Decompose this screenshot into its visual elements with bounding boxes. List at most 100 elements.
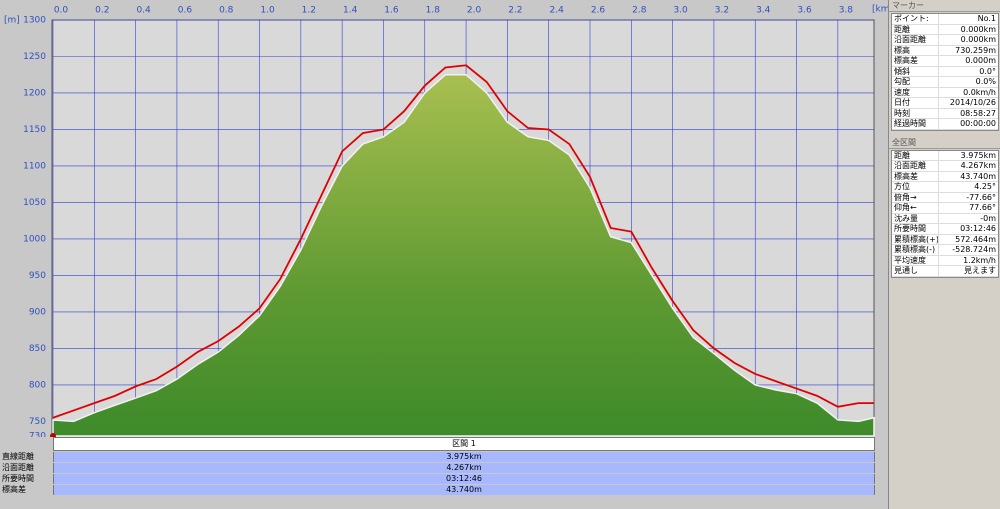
table-row: 直線距離 3.975km xyxy=(0,452,875,462)
table-header: 区間 1 xyxy=(53,437,875,451)
row-label: 累積標高(+) xyxy=(894,234,939,244)
row-label: 所要時間 xyxy=(892,224,939,234)
panel-row: 距離 3.975km xyxy=(892,150,998,161)
panel-row: 沿面距離 4.267km xyxy=(892,161,998,172)
y-tick-label: 1300 xyxy=(23,16,46,26)
row-label: 所要時間 xyxy=(2,474,34,483)
x-tick-label: 3.0 xyxy=(673,6,688,16)
row-value: 0.000km xyxy=(960,24,996,34)
y-tick-label: 730 xyxy=(29,432,46,438)
row-value: 43.740m xyxy=(960,171,996,181)
y-tick-label: 850 xyxy=(29,344,46,354)
x-tick-label: 0.2 xyxy=(95,6,109,16)
y-tick-label: 750 xyxy=(29,417,46,427)
panel-title: 全区間 xyxy=(889,136,1000,149)
x-tick-label: 2.8 xyxy=(632,6,647,16)
x-tick-label: 1.4 xyxy=(343,6,358,16)
row-value: 572.464m xyxy=(955,234,996,244)
panel-row: 標高差 0.000m xyxy=(892,56,998,67)
panel-rows: ポイント: No.1 距離 0.000km 沿面距離 0.000km 標高 730.259m 標… xyxy=(891,13,999,131)
panel-row: 見通し 見えます xyxy=(892,266,998,277)
panel-row: 所要時間 03:12:46 xyxy=(892,224,998,235)
table-row: 沿面距離 4.267km xyxy=(0,463,875,473)
y-tick-label: 1250 xyxy=(23,52,46,62)
row-value: 4.267km xyxy=(960,161,996,170)
start-marker xyxy=(50,433,56,437)
x-tick-label: 0.0 xyxy=(54,6,69,16)
panel-row: 勾配 0.0% xyxy=(892,77,998,88)
y-tick-label: 800 xyxy=(29,380,46,390)
x-unit: [km] xyxy=(872,5,888,15)
row-value: 0.000km xyxy=(960,35,996,44)
terrain-area xyxy=(52,73,875,437)
row-value: -528.724m xyxy=(952,245,996,254)
y-tick-label: 1050 xyxy=(23,198,46,208)
row-label: 仰角← xyxy=(892,203,939,213)
panel-row: 沿面距離 0.000km xyxy=(892,35,998,46)
row-label: 距離 xyxy=(892,24,939,34)
panel-row: 日付 2014/10/26 xyxy=(892,98,998,109)
y-tick-label: 900 xyxy=(29,307,46,317)
x-tick-label: 0.6 xyxy=(178,6,193,16)
row-value: 43.740m xyxy=(53,485,875,495)
y-tick-label: 1150 xyxy=(23,125,46,135)
y-tick-label: 950 xyxy=(29,271,46,281)
row-value: No.1 xyxy=(977,14,996,23)
row-value: 0.0km/h xyxy=(963,87,996,97)
panel-row: 沈み量 -0m xyxy=(892,213,998,224)
row-label: 直線距離 xyxy=(2,452,34,461)
panel-row: ポイント: No.1 xyxy=(892,14,998,25)
row-label: 経過時間 xyxy=(892,119,939,129)
panel-row: 俯角→ -77.66° xyxy=(892,192,998,203)
row-value: 0.0% xyxy=(975,77,996,86)
x-tick-label: 2.2 xyxy=(508,6,522,16)
section-table: 区間 1 直線距離 3.975km 沿面距離 4.267km 所要時間 03:12:46 標高… xyxy=(0,437,888,509)
x-tick-label: 1.8 xyxy=(426,6,441,16)
row-value: 77.66° xyxy=(969,203,996,212)
x-tick-label: 1.6 xyxy=(384,6,399,16)
y-tick-label: 1200 xyxy=(23,88,46,98)
row-value: 2014/10/26 xyxy=(949,98,996,107)
row-label: 標高 xyxy=(892,45,939,55)
route-line xyxy=(52,64,874,419)
y-tick-label: 1000 xyxy=(23,234,46,244)
row-label: 日付 xyxy=(892,98,939,108)
panel-row: 累積標高(-) -528.724m xyxy=(892,245,998,256)
panel-row: 方位 4.25° xyxy=(892,182,998,193)
x-tick-label: 0.4 xyxy=(136,6,151,16)
row-label: 俯角→ xyxy=(892,192,939,202)
row-label: 方位 xyxy=(892,182,939,192)
panel-rows: 距離 3.975km 沿面距離 4.267km 標高差 43.740m 方位 4.25° 俯角→… xyxy=(891,149,999,278)
row-value: 08:58:27 xyxy=(960,108,996,118)
table-row: 所要時間 03:12:46 xyxy=(0,474,875,484)
panel-row: 累積標高(+) 572.464m xyxy=(892,234,998,245)
x-tick-label: 2.6 xyxy=(591,6,606,16)
panel-row: 標高 730.259m xyxy=(892,45,998,56)
panel-row: 平均速度 1.2km/h xyxy=(892,255,998,266)
row-label: 勾配 xyxy=(892,77,939,87)
row-label: 距離 xyxy=(892,150,939,160)
x-tick-label: 3.8 xyxy=(839,6,854,16)
panel-row: 標高差 43.740m xyxy=(892,171,998,182)
x-tick-label: 3.4 xyxy=(756,6,771,16)
row-label: 沈み量 xyxy=(892,213,939,223)
row-label: ポイント: xyxy=(892,14,939,24)
panel-title: マーカー xyxy=(889,0,1000,12)
table-row: 標高差 43.740m xyxy=(0,485,875,495)
x-tick-label: 3.2 xyxy=(715,6,729,16)
x-tick-label: 2.4 xyxy=(550,6,565,16)
row-value: 0.0° xyxy=(979,66,996,76)
x-tick-label: 2.0 xyxy=(467,6,482,16)
x-tick-label: 1.0 xyxy=(260,6,275,16)
panel-row: 経過時間 00:00:00 xyxy=(892,119,998,130)
row-label: 標高差 xyxy=(892,171,939,181)
row-value: -0m xyxy=(980,213,996,223)
row-value: 03:12:46 xyxy=(53,474,875,484)
row-label: 見通し xyxy=(892,266,939,276)
panel-row: 仰角← 77.66° xyxy=(892,203,998,214)
row-value: 730.259m xyxy=(955,45,996,55)
row-value: 見えます xyxy=(964,266,996,275)
panel-row: 時刻 08:58:27 xyxy=(892,108,998,119)
row-value: 00:00:00 xyxy=(960,119,996,128)
